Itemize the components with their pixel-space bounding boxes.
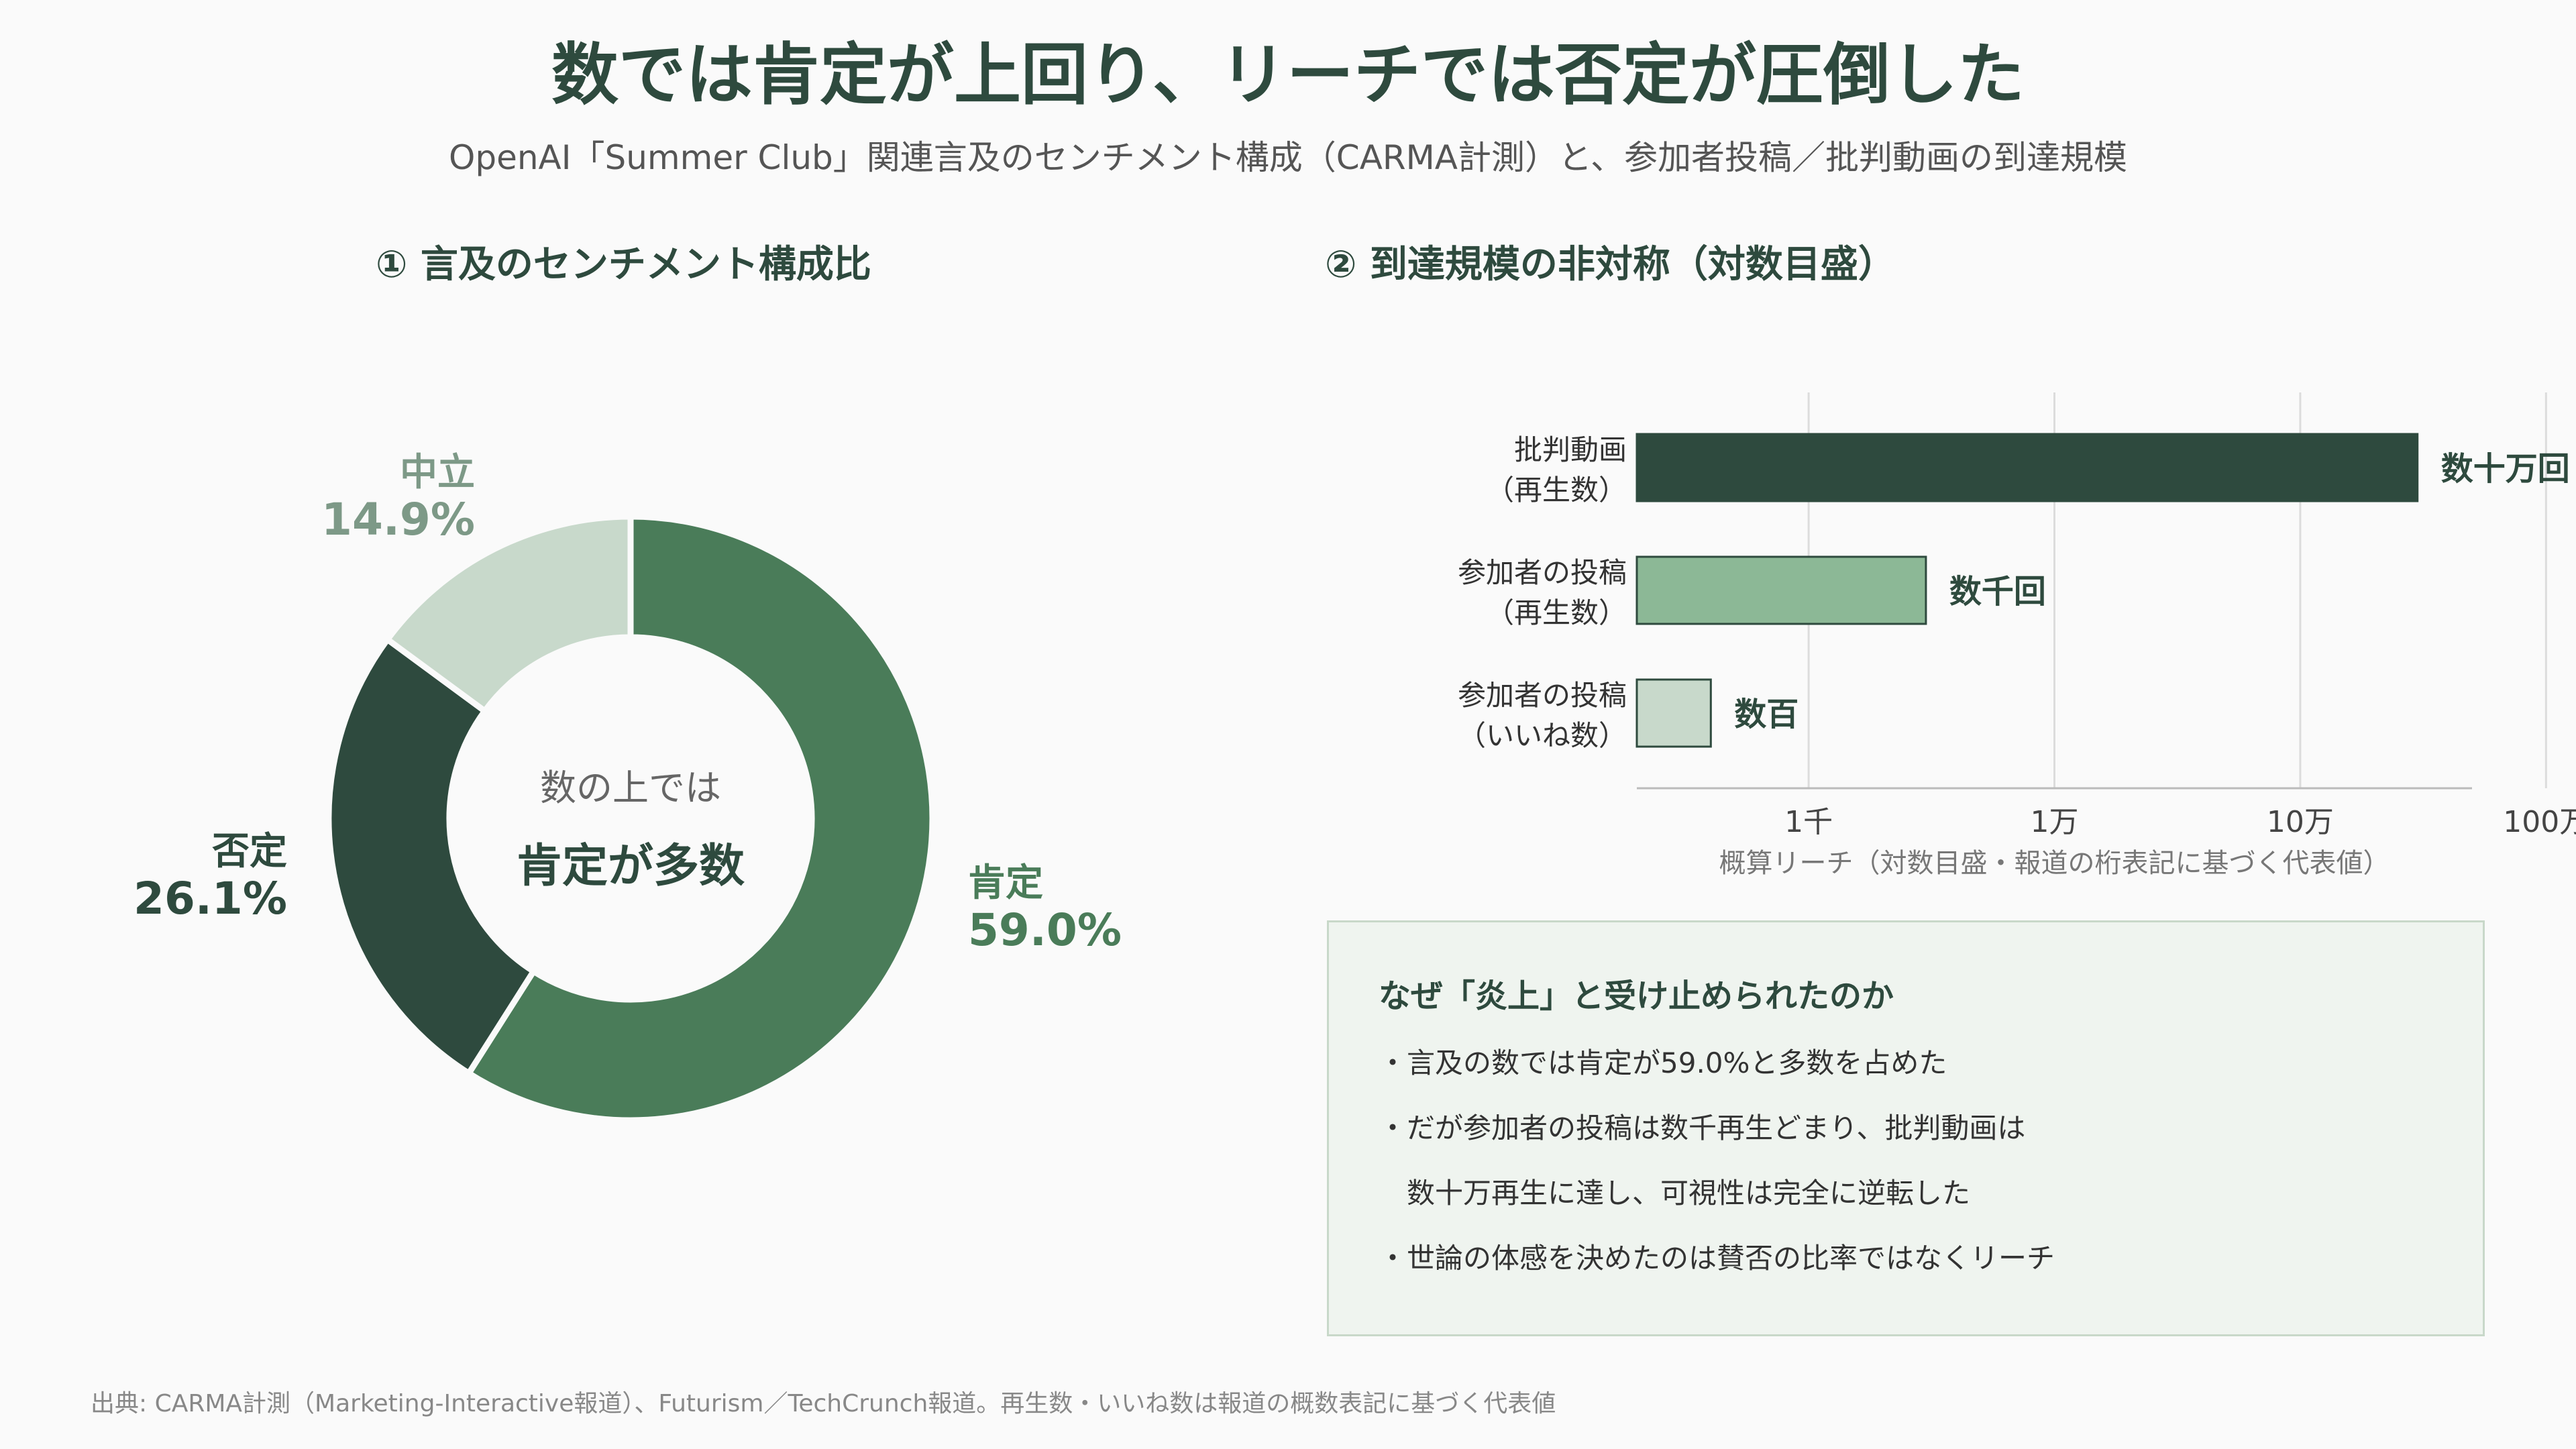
bar-category-label: 批判動画 (1514, 433, 1627, 466)
notes-title: なぜ「炎上」と受け止められたのか (1379, 977, 1894, 1015)
page-title: 数では肯定が上回り、リーチでは否定が圧倒した (551, 36, 2025, 114)
donut-center-caption: 数の上では (540, 767, 721, 809)
notes-line: ・世論の体感を決めたのは賛否の比率ではなくリーチ (1379, 1242, 2055, 1275)
bar-value-label: 数千回 (1949, 573, 2046, 610)
slice-label-positive: 肯定 59.0% (968, 860, 1122, 954)
slice-label-negative: 否定 26.1% (107, 828, 287, 922)
bar-category-label: 参加者の投稿 (1458, 679, 1627, 712)
donut-slice-0 (464, 513, 936, 1124)
slice-name: 否定 (212, 830, 287, 873)
x-tick-label: 100万 (2503, 805, 2576, 839)
bar-chart-title: ② 到達規模の非対称（対数目盛） (1325, 243, 1896, 286)
donut-center-headline: 肯定が多数 (516, 840, 745, 893)
notes-line: 数十万再生に達し、可視性は完全に逆転した (1379, 1177, 1971, 1210)
bar-category-sublabel: （再生数） (1486, 596, 1627, 629)
notes-line: ・言及の数では肯定が59.0%と多数を占めた (1379, 1046, 1947, 1079)
bar-category-sublabel: （いいね数） (1458, 719, 1627, 752)
donut-slice-1 (325, 635, 538, 1078)
slice-name: 中立 (400, 451, 475, 494)
notes-box (1327, 920, 2485, 1336)
slice-name: 肯定 (968, 861, 1043, 905)
bar-value-label: 数百 (1734, 696, 1799, 733)
source-note: 出典: CARMA計測（Marketing-Interactive報道）、Fut… (91, 1390, 1556, 1417)
bar-category-label: 参加者の投稿 (1458, 556, 1627, 589)
bar-1 (1635, 555, 1927, 625)
bar-0 (1635, 433, 2419, 502)
donut-chart-title: ① 言及のセンチメント構成比 (376, 243, 871, 286)
x-tick-label: 10万 (2267, 805, 2334, 839)
notes-line: ・だが参加者の投稿は数千再生どまり、批判動画は (1379, 1112, 2026, 1144)
bar-2 (1635, 678, 1712, 748)
slice-percent: 14.9% (321, 494, 475, 545)
page-subtitle: OpenAI「Summer Club」関連言及のセンチメント構成（CARMA計測… (449, 138, 2127, 177)
bar-category-sublabel: （再生数） (1486, 474, 1627, 506)
slice-percent: 26.1% (133, 873, 287, 924)
x-tick-label: 1万 (2031, 805, 2079, 839)
slice-percent: 59.0% (968, 904, 1122, 956)
x-axis-label: 概算リーチ（対数目盛・報道の桁表記に基づく代表値） (1719, 848, 2390, 879)
x-tick-label: 1千 (1784, 805, 1833, 839)
slice-label-neutral: 中立 14.9% (295, 449, 475, 543)
donut-slice-2 (383, 513, 634, 716)
bar-value-label: 数十万回 (2441, 450, 2570, 488)
